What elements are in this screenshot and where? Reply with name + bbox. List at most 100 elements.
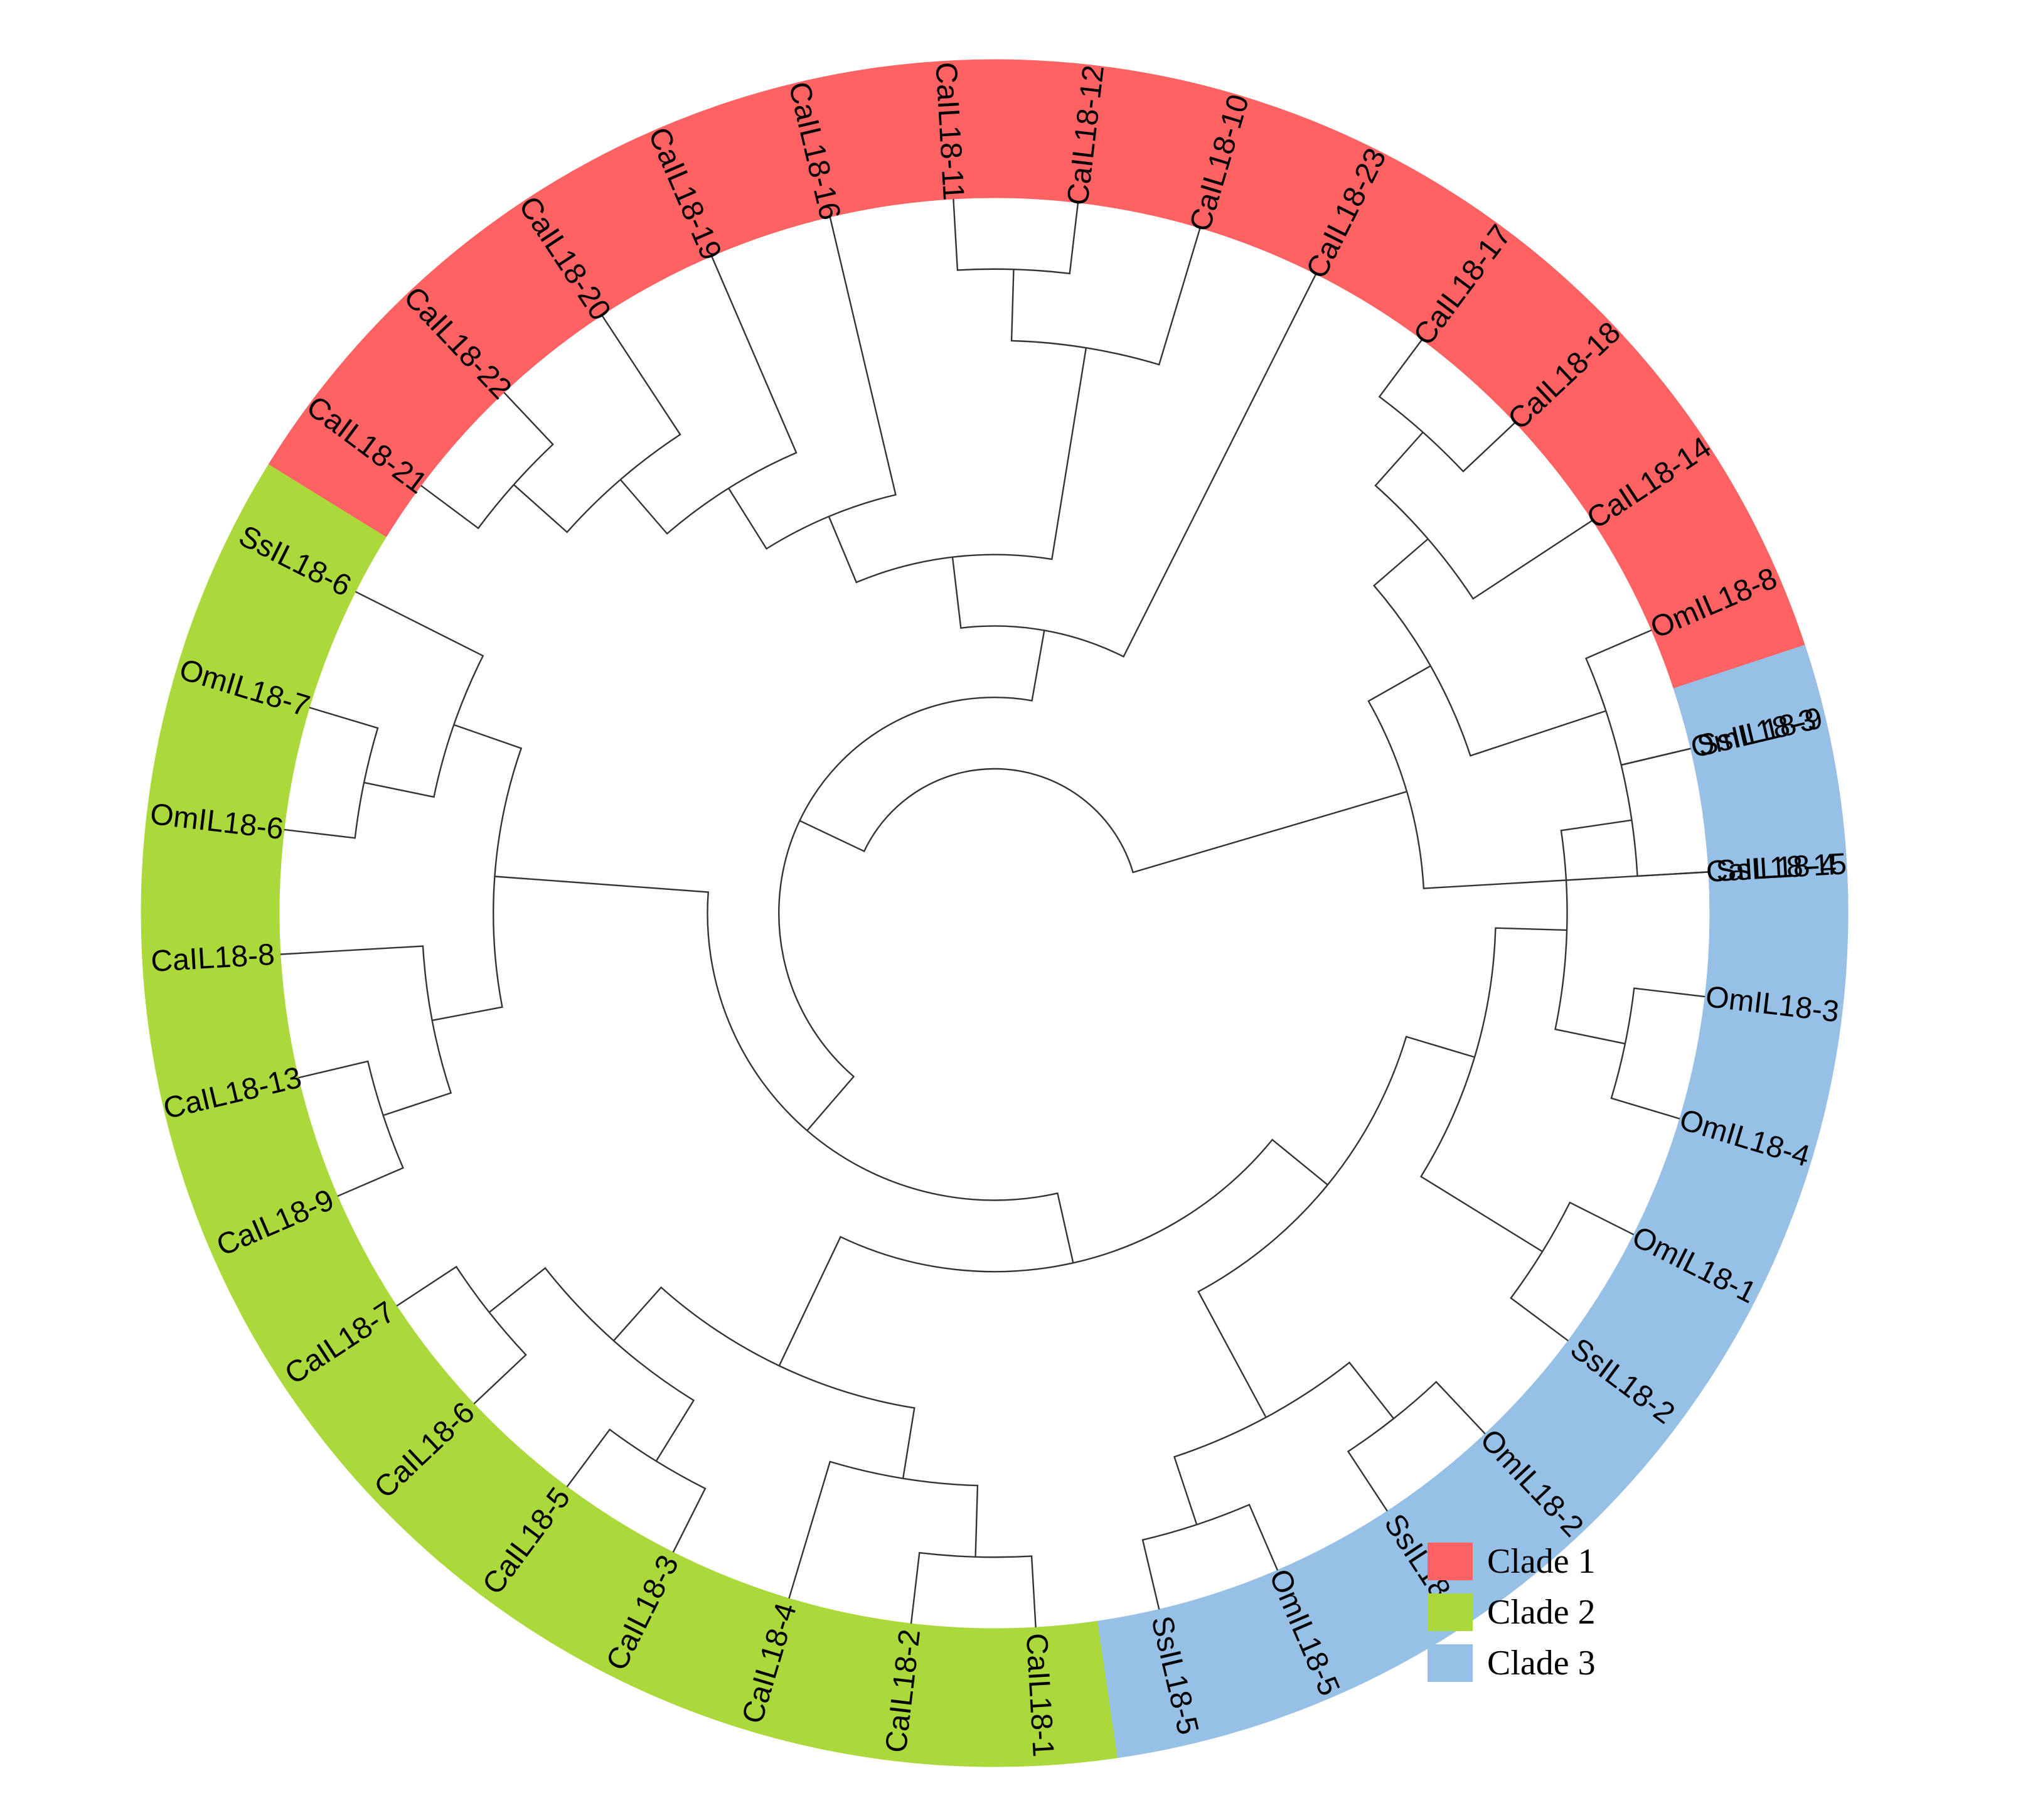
tree-branch (828, 516, 953, 584)
tree-branch (1584, 629, 1652, 712)
tree-branch (396, 1265, 490, 1313)
tree-branch (1419, 1057, 1543, 1253)
tree-branch (1010, 269, 1087, 349)
legend-swatch-clade-2 (1428, 1593, 1473, 1631)
tree-branch (337, 1115, 405, 1197)
ring-segment-cail18-8 (141, 887, 287, 1037)
tree-branch (1429, 665, 1606, 757)
tree-branch (280, 945, 433, 1021)
tree-branch (284, 782, 365, 839)
tree-branch (566, 1428, 657, 1487)
ring-segment-cail18-2 (821, 1613, 974, 1767)
tree-branch (902, 1477, 979, 1557)
tree-branch (953, 198, 1014, 271)
tree-branch (1631, 820, 1709, 877)
legend-swatch-clade-1 (1428, 1543, 1473, 1580)
legend-label-clade-2: Clade 2 (1487, 1593, 1596, 1632)
ring-segment-cail18-17 (1370, 186, 1563, 380)
tree-branch (1510, 1251, 1569, 1342)
tree-branch (1374, 431, 1429, 540)
legend-item-clade-1: Clade 1 (1428, 1542, 1596, 1581)
leaf-label-cail18-11: CaIL18-11 (929, 61, 970, 201)
tree-branch (1406, 791, 1709, 889)
tree-branch (1073, 1138, 1328, 1264)
leaf-label-cail18-1: CaIL18-1 (1020, 1632, 1060, 1758)
leaf-label-cail18-8: CaIL18-8 (150, 938, 275, 978)
tree-branch (1554, 930, 1626, 1045)
ring-segment-cail18-7 (242, 1251, 434, 1443)
tree-branch (613, 1340, 695, 1462)
ring-segment-cail18-20 (465, 161, 656, 353)
tree-branch (1393, 1381, 1486, 1435)
tree-branch (473, 1312, 527, 1405)
tree-branch (778, 820, 855, 1132)
ring-segment-ssil18-2 (1528, 1288, 1721, 1482)
ring-segment-cail18-13 (149, 1016, 316, 1182)
clade-ring (141, 59, 1849, 1767)
ring-segment-cail18-18 (1470, 275, 1665, 471)
legend: Clade 1 Clade 2 Clade 3 (1428, 1542, 1596, 1683)
ring-segment-ssil18-3 (1673, 645, 1840, 810)
tree-branch (799, 768, 1006, 853)
tree-branch (1560, 819, 1632, 931)
ring-segment-omil18-1 (1603, 1177, 1788, 1362)
tree-branch (1427, 520, 1593, 600)
ring-segment-ssil18-5 (1097, 1592, 1263, 1758)
tree-branch (1620, 747, 1691, 821)
tree-branch (619, 479, 729, 535)
tree-branch (1624, 987, 1705, 1044)
ring-segment-cail18-4 (678, 1577, 850, 1750)
tree-branch (951, 557, 1045, 631)
tree-branch (828, 217, 897, 518)
tree-branch (788, 1460, 904, 1599)
ring-segment-cail18-22 (356, 243, 552, 438)
legend-item-clade-2: Clade 2 (1428, 1593, 1596, 1632)
legend-label-clade-1: Clade 1 (1487, 1542, 1596, 1581)
legend-label-clade-3: Clade 3 (1487, 1644, 1596, 1683)
ring-segment-cail18-5 (426, 1447, 619, 1640)
tree-branch (710, 255, 798, 490)
tree-branch (910, 1551, 976, 1624)
tree-branch (1610, 1043, 1680, 1120)
tree-branch (1473, 927, 1567, 1057)
tree-branch (1367, 665, 1431, 792)
tree-branch (1086, 227, 1201, 366)
tree-branch (503, 392, 554, 486)
tree-branch (309, 707, 379, 783)
ring-segment-omil18-6 (141, 739, 295, 892)
tree-branch (1266, 1361, 1394, 1420)
tree-branch (1372, 538, 1431, 666)
tree-branch (298, 1060, 384, 1116)
tree-branch (1173, 1416, 1267, 1525)
tree-branch (779, 1365, 915, 1479)
ring-segment-cail18-14 (1555, 383, 1747, 575)
tree-branch (363, 724, 455, 798)
ring-segment-cail18-23 (1258, 119, 1444, 305)
ring-segment-cail18-6 (324, 1356, 520, 1551)
tree-branch (806, 1130, 1074, 1263)
tree-branch (1378, 339, 1424, 433)
tree-branch (778, 1236, 1074, 1366)
ring-segment-omil18-3 (1694, 934, 1848, 1087)
tree-branch (383, 1020, 452, 1116)
tree-branch (975, 1555, 1037, 1628)
tree-branch (432, 876, 503, 1022)
ring-segment-omil18-7 (158, 597, 331, 769)
ring-segment-cail18-21 (268, 345, 461, 538)
ring-segment-cail18-10 (1139, 77, 1311, 249)
tree-branch (952, 348, 1087, 560)
tree-branch (513, 479, 621, 533)
ring-segment-ssil18-6 (201, 464, 387, 650)
ring-segment-omil18-4 (1658, 1057, 1831, 1229)
ring-segment-omil18-2 (1437, 1388, 1633, 1584)
tree-branch (453, 724, 523, 877)
ring-segment-cail18-19 (589, 102, 771, 284)
tree-branch (1141, 1524, 1197, 1610)
tree-branch (1347, 1418, 1394, 1512)
tree-branch (613, 1286, 780, 1367)
leaf-label-ssil18-4: SsIL18-4 (1716, 848, 1838, 888)
tree-branch (355, 591, 484, 725)
ring-segment-cail18-16 (726, 68, 892, 235)
tree-branch (799, 630, 1045, 822)
